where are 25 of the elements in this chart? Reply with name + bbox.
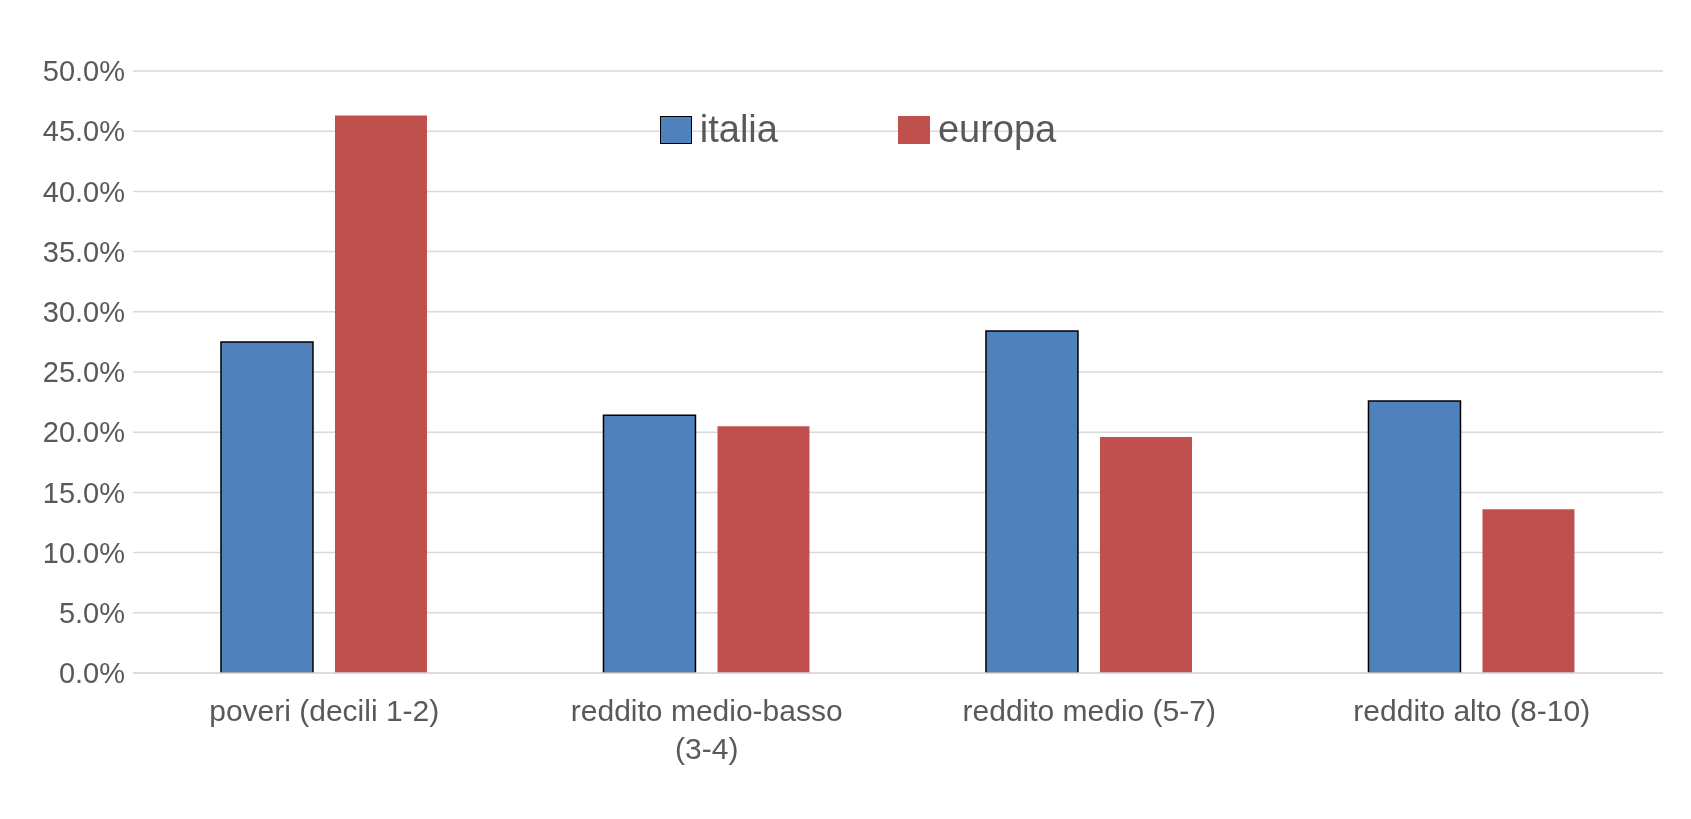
x-tick-label: poveri (decili 1-2) <box>209 694 440 727</box>
bar <box>1367 400 1462 673</box>
y-tick-label: 25.0% <box>42 356 125 389</box>
bar <box>220 341 314 673</box>
y-tick-label: 30.0% <box>42 296 125 329</box>
y-tick-label: 50.0% <box>42 55 125 88</box>
bar <box>602 414 697 673</box>
y-tick-label: 35.0% <box>42 235 125 268</box>
y-tick-label: 20.0% <box>42 416 125 449</box>
legend-label: italia <box>699 108 778 151</box>
y-tick-label: 40.0% <box>42 175 125 208</box>
bar <box>1099 437 1192 673</box>
bar <box>1482 509 1575 673</box>
x-tick-label: reddito alto (8-10) <box>1353 694 1591 727</box>
bar <box>334 115 427 673</box>
x-tick-label: reddito medio-basso (3-4) <box>570 694 843 765</box>
legend-label: europa <box>937 108 1057 151</box>
x-tick-label: reddito medio (5-7) <box>962 694 1216 727</box>
bar <box>717 426 810 673</box>
y-tick-label: 5.0% <box>58 597 125 630</box>
bar <box>985 330 1079 673</box>
y-tick-label: 45.0% <box>42 115 125 148</box>
y-tick-label: 0.0% <box>58 657 125 690</box>
y-tick-label: 15.0% <box>42 476 125 509</box>
y-tick-label: 10.0% <box>42 536 125 569</box>
